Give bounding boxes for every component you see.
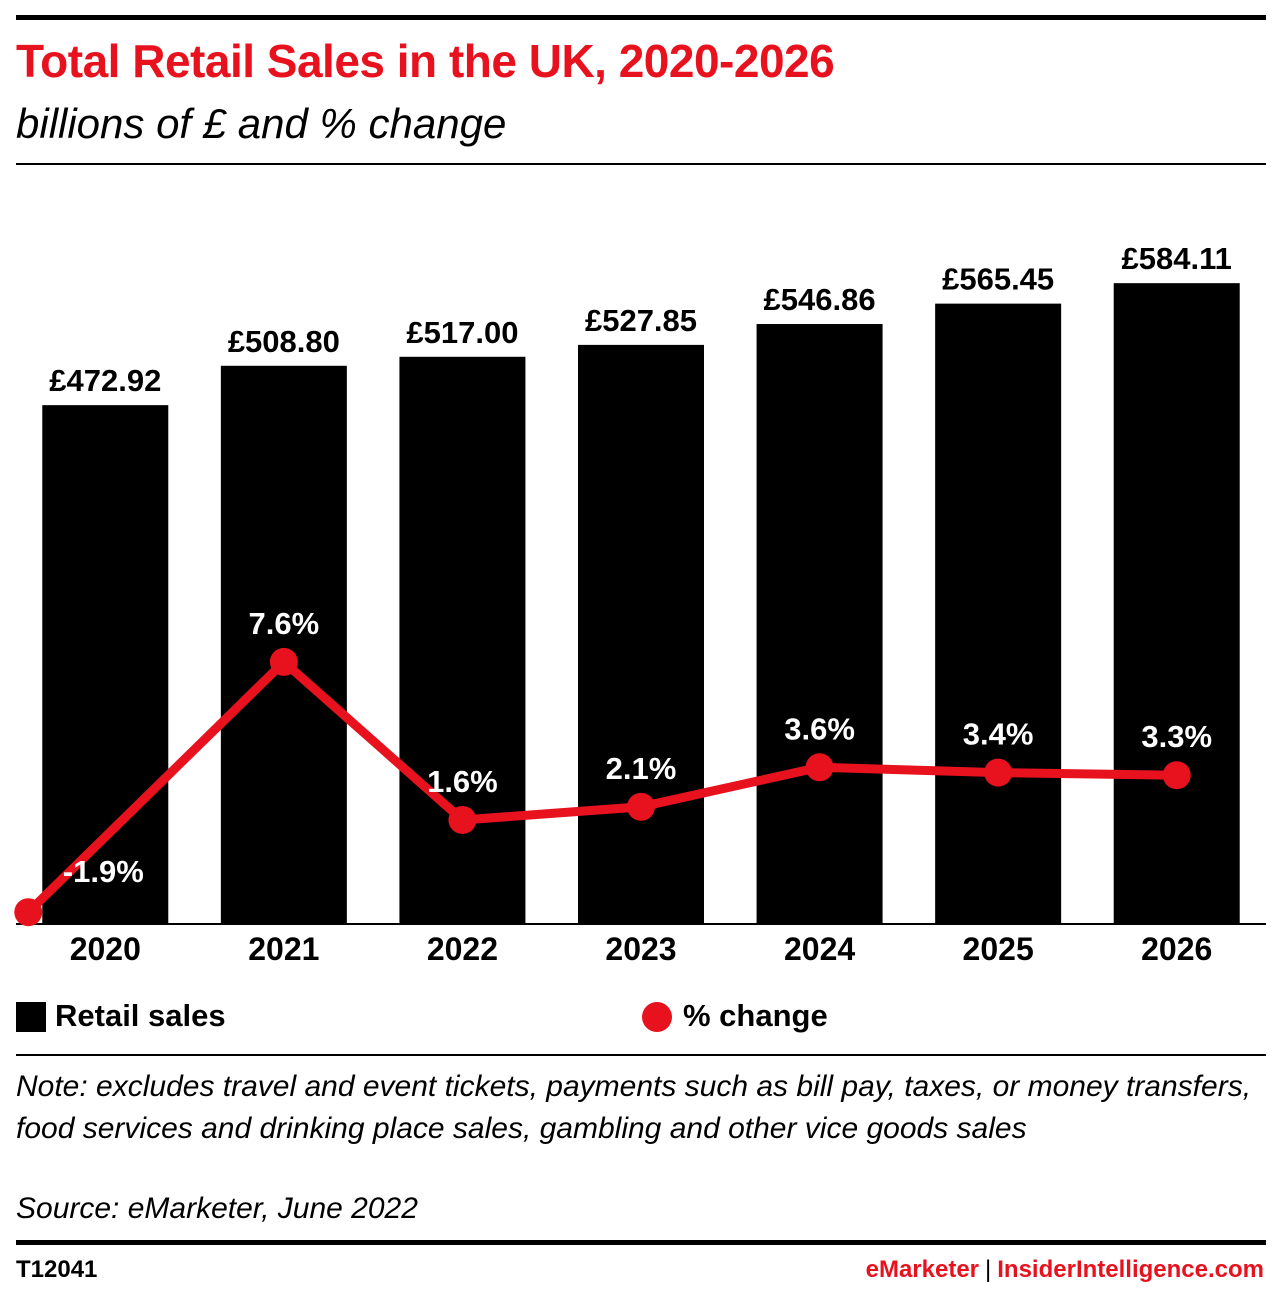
percent-change-point-2023 xyxy=(627,792,655,821)
chart-note: Note: excludes travel and event tickets,… xyxy=(16,1070,1252,1145)
legend-swatch-percent-change xyxy=(642,1002,672,1032)
bar-value-label-2024: £546.86 xyxy=(764,282,876,317)
x-tick-label-2022: 2022 xyxy=(427,931,498,967)
bar-2020 xyxy=(42,405,169,924)
percent-change-label-2024: 3.6% xyxy=(784,711,855,746)
footer-brand: eMarketer | InsiderIntelligence.com xyxy=(866,1256,1264,1284)
header-divider xyxy=(16,163,1266,165)
x-tick-label-2024: 2024 xyxy=(784,931,855,967)
bar-value-label-2023: £527.85 xyxy=(585,303,697,338)
percent-change-label-2023: 2.1% xyxy=(606,751,677,786)
brand-insider-intelligence: InsiderIntelligence.com xyxy=(997,1256,1264,1283)
x-tick-label-2025: 2025 xyxy=(963,931,1034,967)
chart-id: T12041 xyxy=(16,1256,98,1283)
legend-divider xyxy=(16,1054,1266,1056)
x-tick-label-2023: 2023 xyxy=(605,931,676,967)
top-rule xyxy=(16,15,1266,20)
percent-change-point-2022 xyxy=(448,805,477,834)
bar-2025 xyxy=(935,303,1062,924)
percent-change-point-2025 xyxy=(984,758,1013,787)
retail-sales-chart: £472.92 £508.80 £517.00 £527.85 £546.86 £565.… xyxy=(14,241,1266,967)
bar-value-label-2026: £584.11 xyxy=(1122,241,1232,276)
percent-change-point-2024 xyxy=(805,753,834,782)
chart-title: Total Retail Sales in the UK, 2020-2026 xyxy=(16,35,835,87)
bar-value-label-2020: £472.92 xyxy=(49,363,161,398)
chart-source: Source: eMarketer, June 2022 xyxy=(16,1192,418,1225)
bar-2026 xyxy=(1113,283,1240,924)
bar-2023 xyxy=(578,344,704,924)
x-tick-label-2020: 2020 xyxy=(70,931,141,967)
legend-label-percent-change: % change xyxy=(683,998,828,1033)
footer-rule xyxy=(16,1240,1266,1245)
percent-change-point-2026 xyxy=(1162,761,1191,790)
legend-label-retail-sales: Retail sales xyxy=(55,998,226,1033)
percent-change-label-2022: 1.6% xyxy=(427,764,498,799)
chart-subtitle: billions of £ and % change xyxy=(16,100,507,147)
bar-2022 xyxy=(399,356,526,924)
bar-value-label-2022: £517.00 xyxy=(406,315,518,350)
legend-swatch-retail-sales xyxy=(16,1002,46,1032)
percent-change-label-2025: 3.4% xyxy=(963,717,1034,752)
bar-value-label-2025: £565.45 xyxy=(942,262,1054,297)
percent-change-point-2021 xyxy=(269,647,298,676)
x-tick-label-2026: 2026 xyxy=(1141,931,1212,967)
percent-change-label-2020: -1.9% xyxy=(63,854,144,889)
percent-change-label-2021: 7.6% xyxy=(249,606,320,641)
x-tick-label-2021: 2021 xyxy=(248,931,319,967)
bar-value-label-2021: £508.80 xyxy=(228,324,340,359)
brand-emarketer: eMarketer xyxy=(865,1256,980,1283)
percent-change-label-2026: 3.3% xyxy=(1141,719,1212,754)
brand-separator: | xyxy=(985,1256,992,1283)
percent-change-point-2020 xyxy=(14,898,43,927)
bar-2024 xyxy=(756,324,883,924)
bar-2021 xyxy=(220,365,347,924)
